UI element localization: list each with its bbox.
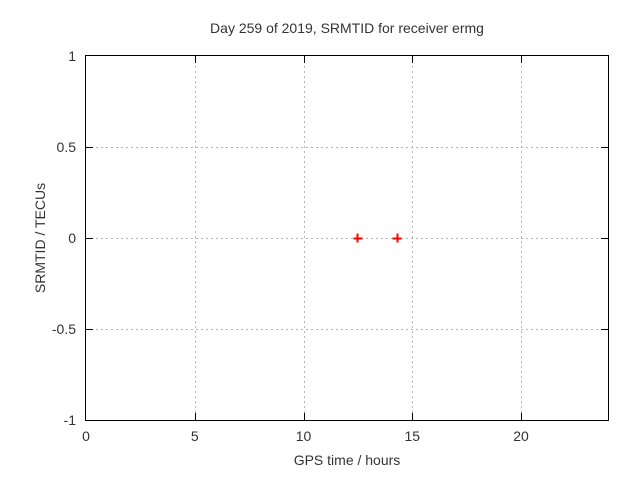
- gridline-horizontal: [86, 238, 608, 239]
- y-tick-label: 1: [68, 48, 76, 64]
- tick-mark: [601, 238, 608, 239]
- tick-mark: [303, 56, 305, 63]
- tick-mark: [601, 147, 608, 148]
- x-tick-label: 0: [82, 428, 90, 444]
- tick-mark: [521, 56, 522, 63]
- data-point-marker: [392, 233, 402, 243]
- gridline-horizontal: [86, 329, 608, 330]
- gridline-horizontal: [86, 147, 608, 148]
- tick-mark: [194, 413, 196, 420]
- tick-mark: [86, 147, 93, 148]
- x-tick-label: 20: [513, 428, 529, 444]
- x-tick-label: 15: [404, 428, 421, 444]
- tick-mark: [601, 329, 608, 330]
- marker-stroke: [396, 233, 399, 243]
- y-tick-label: -1: [63, 412, 76, 428]
- y-tick-label: -0.5: [51, 321, 76, 337]
- plot-area: [85, 55, 609, 421]
- data-point-marker: [353, 233, 363, 243]
- x-axis-label: GPS time / hours: [293, 452, 401, 468]
- tick-mark: [412, 56, 414, 63]
- tick-mark: [194, 56, 196, 63]
- y-tick-label: 0.5: [56, 139, 76, 155]
- tick-mark: [521, 413, 522, 420]
- x-tick-label: 10: [295, 428, 312, 444]
- tick-mark: [86, 329, 93, 330]
- marker-stroke: [356, 233, 359, 243]
- tick-mark: [412, 413, 414, 420]
- chart-title: Day 259 of 2019, SRMTID for receiver erm…: [210, 20, 484, 36]
- y-tick-label: 0: [68, 230, 76, 246]
- tick-mark: [86, 238, 93, 239]
- x-tick-label: 5: [190, 428, 199, 444]
- tick-mark: [303, 413, 305, 420]
